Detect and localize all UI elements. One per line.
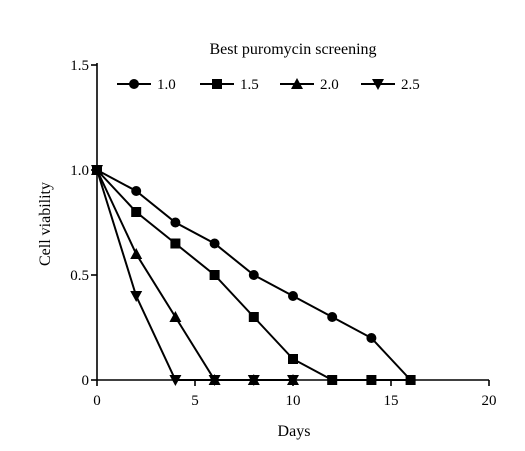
- legend-label: 1.0: [157, 77, 176, 93]
- data-point: [169, 375, 182, 386]
- data-point: [169, 311, 182, 322]
- data-point: [209, 238, 220, 249]
- legend: 1.0 1.5 2.0 2.5: [117, 77, 420, 93]
- legend-marker: [129, 79, 139, 89]
- y-tick-label: 1.0: [70, 163, 89, 179]
- y-tick-label: 0.5: [70, 268, 89, 284]
- data-point: [366, 333, 377, 343]
- legend-label: 2.5: [401, 77, 420, 93]
- chart-title: Best puromycin screening: [209, 41, 376, 58]
- series-2-5: [91, 165, 299, 386]
- axes: 0 0.5 1.0 1.5 0 5 10 15 20: [70, 58, 496, 409]
- data-point: [247, 375, 260, 386]
- legend-item: 2.0: [280, 77, 339, 93]
- legend-marker: [291, 78, 303, 89]
- series-1-5: [92, 165, 416, 385]
- data-point: [170, 238, 181, 249]
- data-point: [327, 375, 338, 385]
- data-point: [130, 291, 143, 302]
- data-point: [208, 375, 221, 386]
- x-tick-label: 20: [482, 393, 497, 409]
- data-point: [248, 312, 259, 322]
- x-tick-label: 5: [191, 393, 199, 409]
- legend-item: 2.5: [361, 77, 420, 93]
- data-point: [248, 270, 259, 280]
- series-group: [91, 164, 416, 386]
- legend-label: 2.0: [320, 77, 339, 93]
- data-point: [405, 375, 416, 385]
- y-tick-label: 1.5: [70, 58, 89, 74]
- x-axis-title: Days: [278, 423, 311, 440]
- y-tick-label: 0: [82, 373, 90, 389]
- legend-item: 1.0: [117, 77, 176, 93]
- legend-marker: [372, 79, 384, 90]
- legend-label: 1.5: [240, 77, 259, 93]
- x-tick-label: 0: [93, 393, 101, 409]
- legend-marker: [212, 79, 222, 89]
- data-point: [287, 375, 299, 386]
- data-point: [170, 217, 181, 228]
- series-1-0: [92, 165, 416, 385]
- data-point: [366, 375, 377, 385]
- legend-item: 1.5: [200, 77, 259, 93]
- data-point: [209, 270, 220, 280]
- data-point: [91, 165, 103, 176]
- y-axis-title: Cell viability: [37, 182, 54, 266]
- data-point: [327, 312, 338, 322]
- data-point: [288, 354, 298, 364]
- data-point: [288, 291, 298, 301]
- series-line: [96, 169, 293, 381]
- x-tick-label: 10: [286, 393, 301, 409]
- x-tick-label: 15: [384, 393, 399, 409]
- data-point: [131, 207, 142, 217]
- data-point: [130, 248, 143, 259]
- data-point: [131, 186, 142, 196]
